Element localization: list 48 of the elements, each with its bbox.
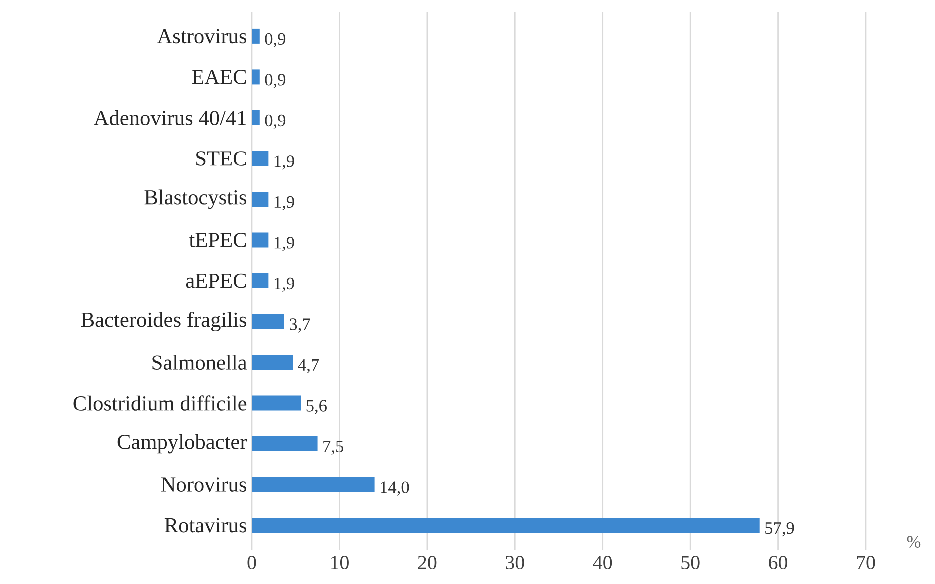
x-tick-label: 10	[331, 556, 349, 570]
data-label: 1,9	[274, 237, 294, 252]
y-tick-label: Salmonella	[152, 355, 248, 370]
data-label: 1,9	[274, 278, 294, 292]
data-label: 14,0	[381, 482, 410, 496]
data-label: 0,9	[265, 114, 286, 130]
bar	[252, 110, 260, 126]
bar	[252, 28, 260, 44]
y-tick-label: EAEC	[192, 70, 246, 84]
bar	[252, 273, 269, 288]
data-label: 5,6	[306, 400, 327, 414]
x-tick-label: 0	[248, 556, 256, 570]
x-tick-label: 70	[857, 556, 876, 570]
y-tick-label: Adenovirus 40/41	[94, 110, 246, 126]
data-label: 4,7	[298, 359, 320, 374]
x-tick-label: 20	[418, 556, 437, 570]
x-tick-label: 60	[769, 556, 788, 570]
data-label: 57,9	[766, 522, 794, 537]
bar	[252, 151, 269, 166]
bar	[252, 232, 269, 248]
bar	[252, 477, 375, 492]
x-axis-title: %	[907, 536, 921, 548]
data-label: 0,9	[265, 74, 286, 88]
y-tick-label: STEC	[196, 152, 246, 166]
data-label: 3,7	[290, 318, 310, 333]
y-tick-label: tEPEC	[189, 233, 246, 248]
y-tick-label: aEPEC	[186, 274, 246, 288]
data-label: 1,9	[274, 196, 294, 211]
y-tick-label: Astrovirus	[157, 29, 247, 44]
y-tick-label: Norovirus	[161, 478, 247, 492]
x-tick-label: 50	[682, 556, 700, 570]
y-tick-label: Blastocystis	[144, 190, 247, 210]
y-tick-label: Campylobacter	[118, 434, 248, 454]
data-label: 1,9	[274, 156, 294, 170]
bar	[252, 70, 260, 85]
bar	[252, 192, 269, 207]
bar	[252, 396, 302, 411]
y-tick-label: Rotavirus	[164, 518, 247, 533]
data-label: 7,5	[324, 441, 344, 456]
bar	[252, 314, 284, 330]
y-tick-label: Bacteroides fragilis	[81, 312, 247, 332]
y-tick-label: Clostridium difficile	[74, 396, 247, 411]
x-tick-label: 30	[506, 556, 524, 570]
bar	[252, 518, 760, 534]
bar	[252, 355, 294, 370]
data-label: 0,9	[265, 33, 286, 48]
x-tick-label: 40	[593, 556, 612, 570]
bar	[252, 436, 318, 452]
